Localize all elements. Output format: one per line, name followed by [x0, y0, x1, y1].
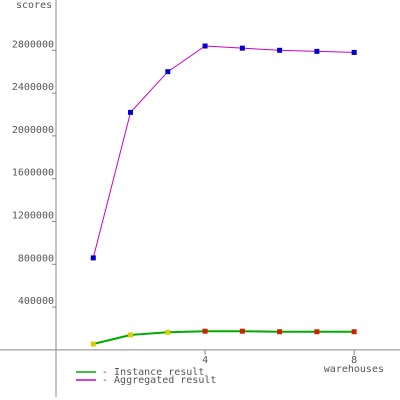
x-tick-label: 4 — [202, 355, 208, 366]
data-point — [128, 332, 134, 338]
y-tick-label: 2800000 — [12, 39, 54, 50]
data-point — [165, 329, 171, 335]
data-point — [128, 109, 134, 115]
y-axis-label: scores — [16, 0, 52, 11]
legend-label: - Aggregated result — [102, 375, 216, 386]
y-tick-label: 800000 — [18, 253, 54, 264]
y-tick-label: 400000 — [18, 296, 54, 307]
data-point — [314, 48, 320, 54]
legend-label: - Instance result — [102, 367, 204, 378]
data-point — [239, 45, 245, 51]
data-point — [351, 329, 357, 335]
data-point — [314, 329, 320, 335]
y-tick-label: 1600000 — [12, 168, 54, 179]
series-line — [92, 45, 355, 259]
y-tick-label: 2000000 — [12, 125, 54, 136]
data-point — [277, 47, 283, 53]
data-point — [90, 255, 96, 261]
data-point — [239, 328, 245, 334]
x-axis-label: warehouses — [324, 364, 384, 375]
data-point — [202, 328, 208, 334]
x-tick-label: 8 — [351, 355, 357, 366]
data-point — [165, 69, 171, 75]
data-point — [202, 43, 208, 49]
data-point — [351, 49, 357, 55]
y-tick-label: 1200000 — [12, 211, 54, 222]
data-point — [90, 341, 96, 347]
data-point — [277, 329, 283, 335]
series-line — [93, 330, 355, 346]
y-tick-label: 2400000 — [12, 82, 54, 93]
